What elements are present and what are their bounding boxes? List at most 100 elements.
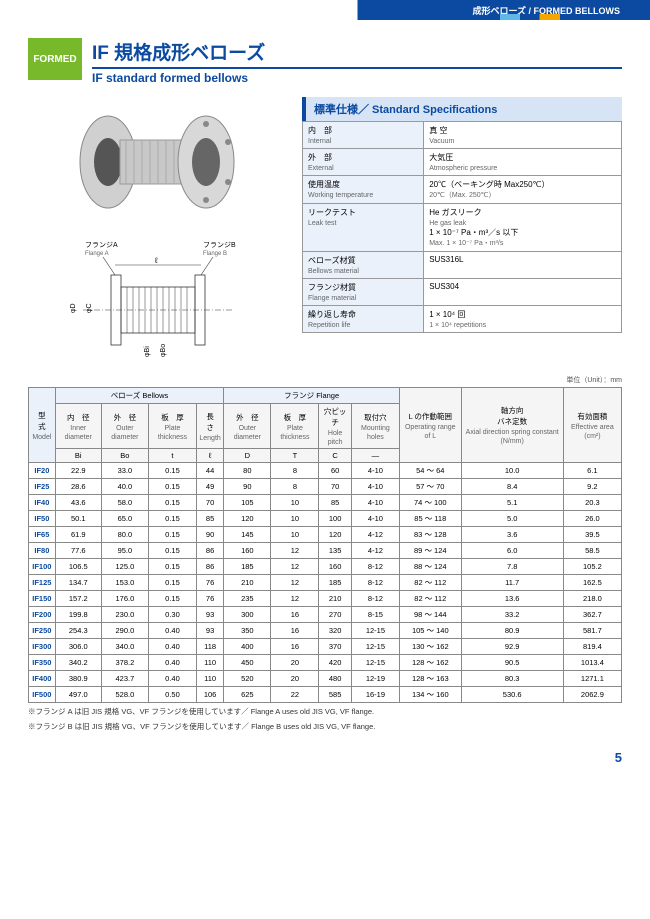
table-row: IF2528.640.00.1549908704-1057 ～ 708.49.2 — [29, 479, 622, 495]
cell-l: 118 — [196, 639, 223, 655]
right-col: 標準仕様／ Standard Specifications 内 部Interna… — [302, 97, 622, 367]
cell-t: 0.50 — [148, 687, 196, 703]
cell-c: 135 — [319, 543, 351, 559]
page-number: 5 — [0, 744, 650, 775]
label-flangeB-en: Flange B — [203, 251, 227, 257]
mid-section: フランジA Flange A フランジB Flange B ℓ — [28, 97, 622, 367]
cell-bi: 77.6 — [55, 543, 101, 559]
cell-ft: 10 — [271, 527, 319, 543]
cell-r: 134 ～ 160 — [400, 687, 462, 703]
cell-bi: 340.2 — [55, 655, 101, 671]
cell-c: 70 — [319, 479, 351, 495]
unit-note: 単位（Unit）：mm — [28, 375, 622, 385]
h-d-jp: 外 径 — [236, 413, 259, 422]
label-flangeA-en: Flange A — [85, 251, 109, 257]
footnote2: ※フランジ B は旧 JIS 規格 VG、VF フランジを使用しています／ Fl… — [28, 722, 622, 733]
h-bi-jp: 内 径 — [67, 413, 90, 422]
cell-a: 1013.4 — [563, 655, 621, 671]
cell-d: 235 — [224, 591, 271, 607]
h-l-sym: ℓ — [196, 449, 223, 463]
cell-s: 10.0 — [461, 463, 563, 479]
h-mh-jp: 取付穴 — [364, 413, 387, 422]
spec-key: ベローズ材質Bellows material — [303, 252, 424, 279]
cell-mh: 8-12 — [351, 575, 399, 591]
cell-d: 145 — [224, 527, 271, 543]
cell-s: 7.8 — [461, 559, 563, 575]
cell-r: 54 ～ 64 — [400, 463, 462, 479]
cell-r: 85 ～ 118 — [400, 511, 462, 527]
cell-a: 9.2 — [563, 479, 621, 495]
cell-bo: 290.0 — [101, 623, 148, 639]
cell-t: 0.15 — [148, 511, 196, 527]
cell-mh: 8-12 — [351, 591, 399, 607]
h-ft-sym: T — [271, 449, 319, 463]
cell-c: 100 — [319, 511, 351, 527]
table-row: IF400380.9423.70.401105202048012-19128 ～… — [29, 671, 622, 687]
h-t-en: Plate thickness — [158, 425, 187, 441]
cell-l: 110 — [196, 655, 223, 671]
cell-r: 128 ～ 162 — [400, 655, 462, 671]
h-bo-en: Outer diameter — [111, 425, 138, 441]
cell-t: 0.15 — [148, 559, 196, 575]
cell-a: 2062.9 — [563, 687, 621, 703]
spec-key: 内 部Internal — [303, 122, 424, 149]
cell-t: 0.40 — [148, 639, 196, 655]
cell-l: 86 — [196, 559, 223, 575]
cell-bo: 58.0 — [101, 495, 148, 511]
cell-bi: 106.5 — [55, 559, 101, 575]
cell-s: 13.6 — [461, 591, 563, 607]
table-row: IF500497.0528.00.501066252258516-19134 ～… — [29, 687, 622, 703]
cell-l: 44 — [196, 463, 223, 479]
h-t-jp: 板 厚 — [161, 413, 184, 422]
h-ft-en: Plate thickness — [280, 425, 309, 441]
cell-bo: 230.0 — [101, 607, 148, 623]
cell-d: 90 — [224, 479, 271, 495]
cell-s: 33.2 — [461, 607, 563, 623]
cell-a: 362.7 — [563, 607, 621, 623]
titles: IF 規格成形ベローズ IF standard formed bellows — [92, 38, 622, 85]
cell-r: 128 ～ 163 — [400, 671, 462, 687]
h-bo-jp: 外 径 — [114, 413, 137, 422]
cell-d: 300 — [224, 607, 271, 623]
cell-ft: 20 — [271, 655, 319, 671]
cell-ft: 8 — [271, 463, 319, 479]
h-range-en: Operating range of L — [405, 424, 456, 440]
cell-mh: 12-15 — [351, 655, 399, 671]
spec-val: SUS316L — [424, 252, 622, 279]
cell-d: 185 — [224, 559, 271, 575]
cell-m: IF80 — [29, 543, 56, 559]
technical-diagram: フランジA Flange A フランジB Flange B ℓ — [43, 237, 273, 367]
cell-ft: 20 — [271, 671, 319, 687]
cell-bi: 134.7 — [55, 575, 101, 591]
cell-c: 370 — [319, 639, 351, 655]
cell-s: 80.9 — [461, 623, 563, 639]
cell-a: 581.7 — [563, 623, 621, 639]
cell-c: 85 — [319, 495, 351, 511]
cell-mh: 4-10 — [351, 463, 399, 479]
cell-d: 105 — [224, 495, 271, 511]
h-range-jp: L の作動範囲 — [409, 412, 452, 421]
label-L: ℓ — [154, 256, 158, 265]
h-c-jp: 穴ピッチ — [324, 407, 347, 427]
table-row: IF125134.7153.00.1576210121858-1282 ～ 11… — [29, 575, 622, 591]
h-spring-jp: 軸方向バネ定数 — [497, 406, 527, 426]
cell-c: 185 — [319, 575, 351, 591]
cell-bo: 95.0 — [101, 543, 148, 559]
label-phiBo: φBo — [160, 344, 167, 357]
cell-a: 6.1 — [563, 463, 621, 479]
cell-ft: 16 — [271, 623, 319, 639]
cell-bo: 528.0 — [101, 687, 148, 703]
cell-m: IF250 — [29, 623, 56, 639]
cell-l: 90 — [196, 527, 223, 543]
h-bi-en: Inner diameter — [65, 425, 92, 441]
cell-s: 8.4 — [461, 479, 563, 495]
cell-bi: 497.0 — [55, 687, 101, 703]
table-row: IF150157.2176.00.1576235122108-1282 ～ 11… — [29, 591, 622, 607]
cell-ft: 10 — [271, 511, 319, 527]
table-row: IF250254.3290.00.40933501632012-15105 ～ … — [29, 623, 622, 639]
cell-ft: 16 — [271, 607, 319, 623]
cell-t: 0.15 — [148, 463, 196, 479]
cell-d: 400 — [224, 639, 271, 655]
cell-bo: 378.2 — [101, 655, 148, 671]
cell-l: 86 — [196, 543, 223, 559]
